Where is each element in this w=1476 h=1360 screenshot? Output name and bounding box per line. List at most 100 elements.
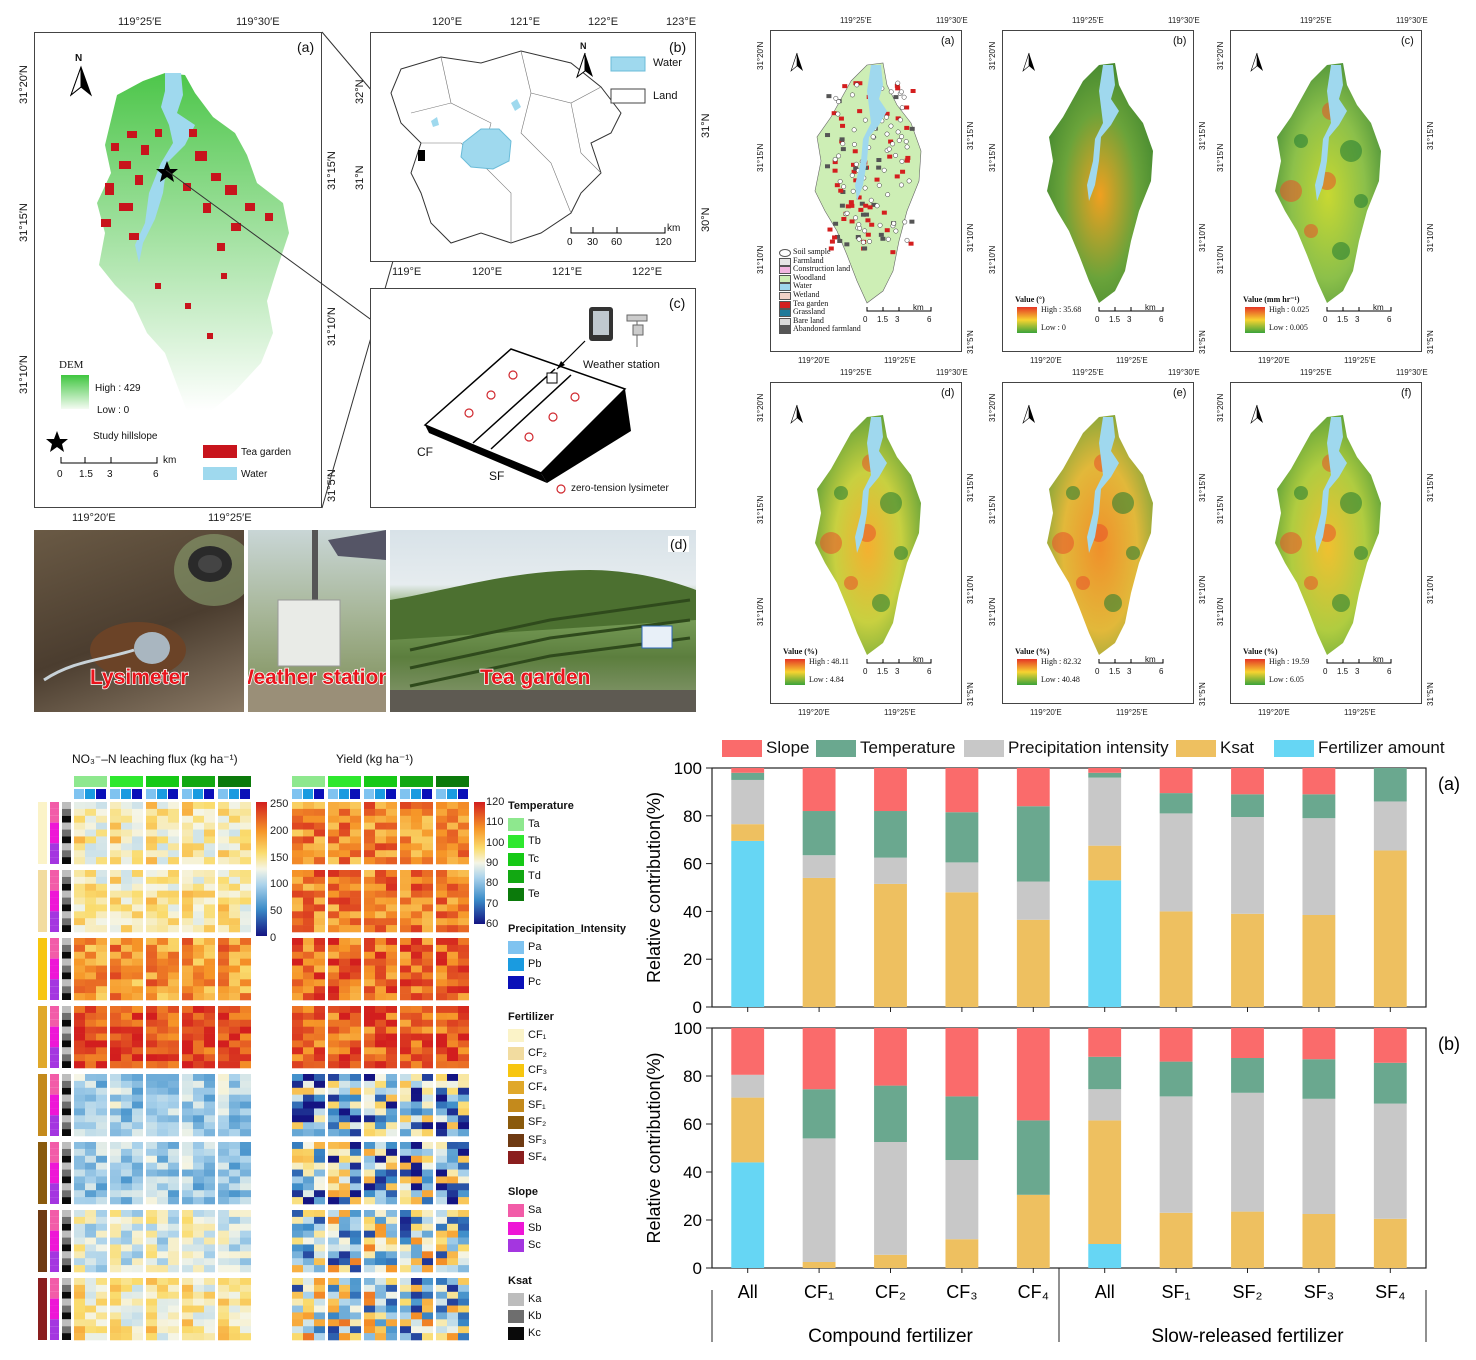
leaching-cell xyxy=(132,1115,143,1123)
leaching-cell xyxy=(157,938,168,946)
yield-cell xyxy=(339,958,350,966)
leaching-cell xyxy=(204,944,215,953)
landuse-patch xyxy=(842,84,848,89)
landuse-patch xyxy=(860,212,866,217)
yield-cell xyxy=(364,979,375,987)
leaching-cell xyxy=(146,1074,157,1082)
yield-cell xyxy=(436,1033,447,1041)
ksat-row-cell xyxy=(62,1237,71,1245)
temperature-header-cell xyxy=(182,776,215,787)
yield-cell xyxy=(328,1054,339,1062)
leaching-cell xyxy=(229,1326,240,1334)
yield-cell xyxy=(400,993,411,1001)
column-separator xyxy=(107,802,110,1346)
yield-cell xyxy=(411,815,422,823)
yield-cell xyxy=(422,1223,433,1231)
yield-cell xyxy=(400,1291,411,1299)
yield-cell xyxy=(314,1251,325,1259)
yield-cell xyxy=(422,1162,433,1170)
leaching-cell xyxy=(74,829,85,837)
scale-bar xyxy=(866,659,932,664)
leaching-cell xyxy=(146,904,157,912)
landuse-patch xyxy=(840,147,846,152)
legend-item-label: Pa xyxy=(528,941,542,953)
yield-cell xyxy=(350,1210,361,1218)
leaching-cell xyxy=(96,876,107,885)
leaching-cell xyxy=(204,1319,215,1327)
leaching-cell xyxy=(182,1155,193,1163)
yield-cell xyxy=(386,883,397,891)
leaching-cell xyxy=(204,890,215,898)
landuse-patch xyxy=(863,212,869,217)
north-arrow-icon xyxy=(1022,404,1035,424)
plot-frame xyxy=(711,1027,1427,1269)
leaching-cell xyxy=(132,822,143,830)
yield-cell xyxy=(339,897,350,905)
yield-cell xyxy=(447,1312,458,1320)
leaching-cell xyxy=(204,911,215,919)
ksat-row-cell xyxy=(62,1190,71,1198)
yield-cell xyxy=(436,815,447,823)
yield-cell xyxy=(447,1019,458,1027)
bar-segment xyxy=(1088,1244,1122,1268)
yield-cell xyxy=(400,1040,411,1048)
yield-cell xyxy=(422,843,433,851)
leaching-cell xyxy=(168,1162,179,1170)
slope-row-cell xyxy=(50,1251,59,1259)
yield-cell xyxy=(458,1284,469,1293)
leaching-cell xyxy=(182,1061,193,1069)
leaching-cell xyxy=(121,1183,132,1191)
map-tick-top: 119°30′E xyxy=(1396,368,1428,377)
ksat-row-cell xyxy=(62,808,71,816)
ksat-row-cell xyxy=(62,1162,71,1170)
leaching-cell xyxy=(168,1074,179,1082)
leaching-cell xyxy=(240,1230,251,1238)
yield-cell xyxy=(292,1230,303,1238)
value-low: Low : 4.84 xyxy=(809,675,844,684)
yield-cell xyxy=(447,1210,458,1218)
leaching-cell xyxy=(229,1176,240,1184)
leaching-cell xyxy=(157,802,168,810)
yield-cell xyxy=(364,843,375,851)
yield-cell xyxy=(386,944,397,953)
yield-cell xyxy=(436,897,447,905)
leaching-cell xyxy=(74,808,85,817)
leaching-cell xyxy=(132,1033,143,1041)
leaching-cell xyxy=(157,836,168,844)
leaching-cell xyxy=(74,1176,85,1184)
leaching-cell xyxy=(240,972,251,980)
soil-sample-point xyxy=(888,89,894,95)
bar-segment xyxy=(1088,1028,1122,1057)
leaching-cell xyxy=(204,1047,215,1055)
leaching-cell xyxy=(74,979,85,987)
soil-sample-point xyxy=(841,184,847,190)
ksat-row-cell xyxy=(62,1169,71,1177)
bar-segment xyxy=(1088,777,1122,846)
leaching-cell xyxy=(132,1197,143,1205)
yield-cell xyxy=(386,918,397,926)
leaching-cell xyxy=(218,1216,229,1225)
leaching-cell xyxy=(168,1033,179,1041)
landuse-patch xyxy=(832,235,838,240)
leaching-cell xyxy=(96,986,107,994)
leaching-cell xyxy=(121,1012,132,1021)
precipitation-header-cell xyxy=(85,789,95,799)
leaching-cell xyxy=(240,1312,251,1320)
yield-cell xyxy=(350,1148,361,1157)
yield-cell xyxy=(386,870,397,878)
scale-left-tick: 200 xyxy=(270,824,289,837)
yield-cell xyxy=(314,1298,325,1306)
yield-cell xyxy=(303,1169,314,1177)
yield-cell xyxy=(436,1312,447,1320)
yield-cell xyxy=(314,1176,325,1184)
leaching-cell xyxy=(168,1312,179,1320)
leaching-cell xyxy=(168,1115,179,1123)
ksat-row-cell xyxy=(62,1006,71,1013)
leaching-cell xyxy=(168,1148,179,1157)
leaching-cell xyxy=(168,870,179,878)
yield-cell xyxy=(328,1142,339,1150)
yield-cell xyxy=(458,1190,469,1198)
yield-cell xyxy=(303,1210,314,1218)
leaching-cell xyxy=(85,986,96,994)
yield-cell xyxy=(350,1223,361,1231)
